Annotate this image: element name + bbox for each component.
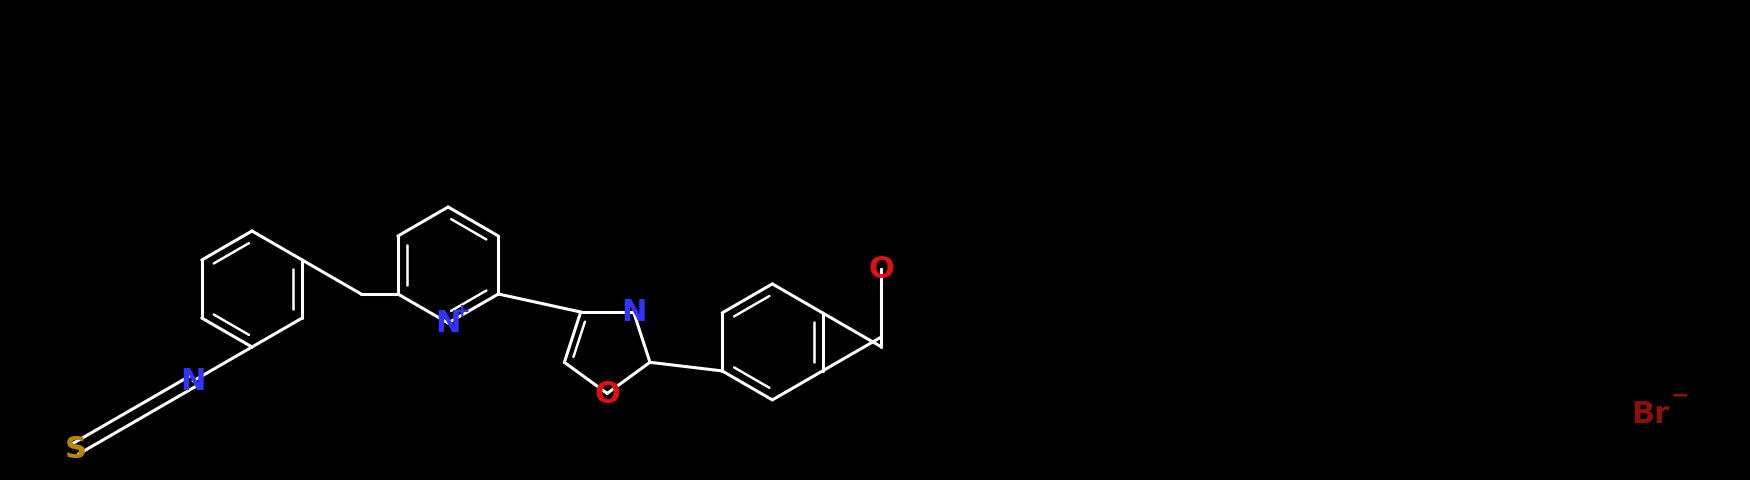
Text: S: S <box>65 434 86 464</box>
Text: −: − <box>1671 384 1689 404</box>
Text: O: O <box>595 379 619 408</box>
Text: N: N <box>436 309 460 338</box>
Text: O: O <box>868 255 894 284</box>
Text: Br: Br <box>1631 400 1669 429</box>
Text: N: N <box>621 298 646 327</box>
Text: +: + <box>453 302 471 321</box>
Text: N: N <box>180 367 206 396</box>
